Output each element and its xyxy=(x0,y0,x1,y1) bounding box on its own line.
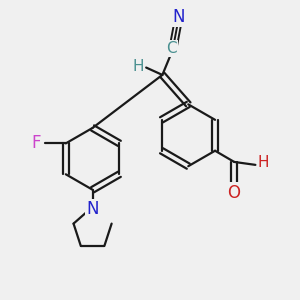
Text: H: H xyxy=(132,58,144,74)
Text: F: F xyxy=(32,134,41,152)
Text: C: C xyxy=(166,41,176,56)
Text: N: N xyxy=(86,200,99,218)
Text: O: O xyxy=(227,184,240,202)
Text: N: N xyxy=(172,8,184,26)
Text: H: H xyxy=(258,155,269,170)
